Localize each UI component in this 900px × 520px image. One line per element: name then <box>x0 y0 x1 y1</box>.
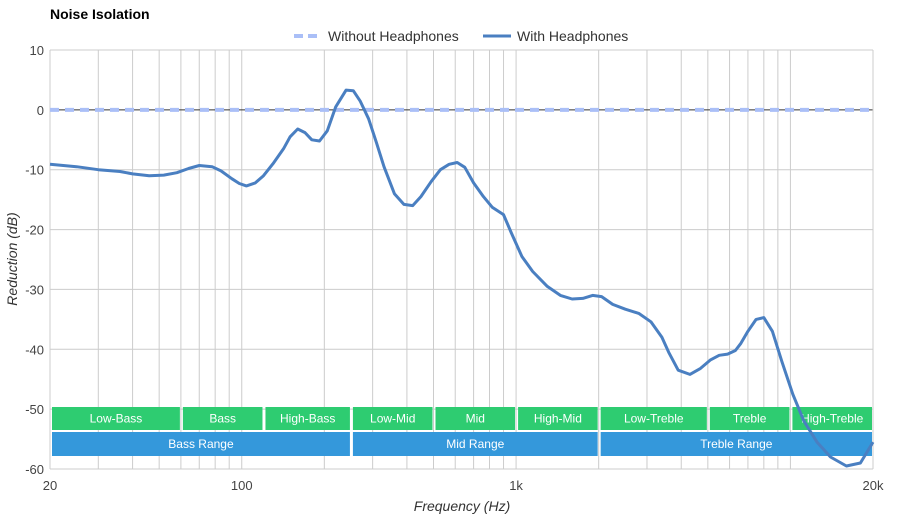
range-band-label: Bass <box>209 412 236 426</box>
y-tick-label: 10 <box>30 43 44 58</box>
range-band-label: Low-Treble <box>624 412 684 426</box>
y-tick-label: 0 <box>37 103 44 118</box>
x-tick-label: 20k <box>863 478 884 493</box>
range-band <box>600 407 707 430</box>
range-band-label: Mid <box>466 412 485 426</box>
x-tick-label: 1k <box>509 478 523 493</box>
legend-item-with-headphones[interactable]: With Headphones <box>483 28 628 44</box>
range-band <box>792 407 872 430</box>
chart-title: Noise Isolation <box>50 6 150 22</box>
x-axis-ticks: 20 100 1k 20k <box>43 478 884 493</box>
range-band <box>52 407 180 430</box>
y-axis-title: Reduction (dB) <box>4 212 20 305</box>
range-band-label: Treble <box>733 412 767 426</box>
y-tick-label: -50 <box>25 402 44 417</box>
legend-item-without-headphones[interactable]: Without Headphones <box>294 28 459 44</box>
range-band <box>265 407 350 430</box>
range-band <box>182 407 263 430</box>
y-tick-label: -30 <box>25 282 44 297</box>
legend: Without Headphones With Headphones <box>294 28 628 44</box>
y-tick-label: -40 <box>25 342 44 357</box>
y-tick-label: -20 <box>25 223 44 238</box>
range-band-label: Low-Bass <box>90 412 143 426</box>
range-group-band-label: Mid Range <box>446 437 504 451</box>
range-group-band <box>352 432 598 456</box>
range-band-label: Low-Mid <box>370 412 415 426</box>
range-band <box>518 407 598 430</box>
legend-label-without-headphones: Without Headphones <box>328 28 459 44</box>
range-band <box>352 407 433 430</box>
range-group-band-label: Treble Range <box>700 437 773 451</box>
range-band-label: High-Bass <box>280 412 335 426</box>
range-group-band <box>52 432 350 456</box>
range-band <box>435 407 516 430</box>
series-lines <box>49 88 875 468</box>
legend-label-with-headphones: With Headphones <box>517 28 628 44</box>
y-tick-label: -60 <box>25 462 44 477</box>
x-axis-title: Frequency (Hz) <box>414 498 510 514</box>
frequency-bands: Low-Bass Bass High-Bass Low-Mid Mid High-Mid L… <box>52 407 872 456</box>
range-group-band-label: Bass Range <box>168 437 234 451</box>
range-band-label: High-Treble <box>801 412 864 426</box>
y-axis-ticks: 10 0 -10 -20 -30 -40 -50 -60 <box>25 43 44 477</box>
series-line-with-headphones <box>49 88 875 468</box>
grid <box>49 49 874 470</box>
range-band-label: High-Mid <box>534 412 582 426</box>
range-band <box>709 407 790 430</box>
x-tick-label: 20 <box>43 478 57 493</box>
x-tick-label: 100 <box>231 478 253 493</box>
y-tick-label: -10 <box>25 163 44 178</box>
